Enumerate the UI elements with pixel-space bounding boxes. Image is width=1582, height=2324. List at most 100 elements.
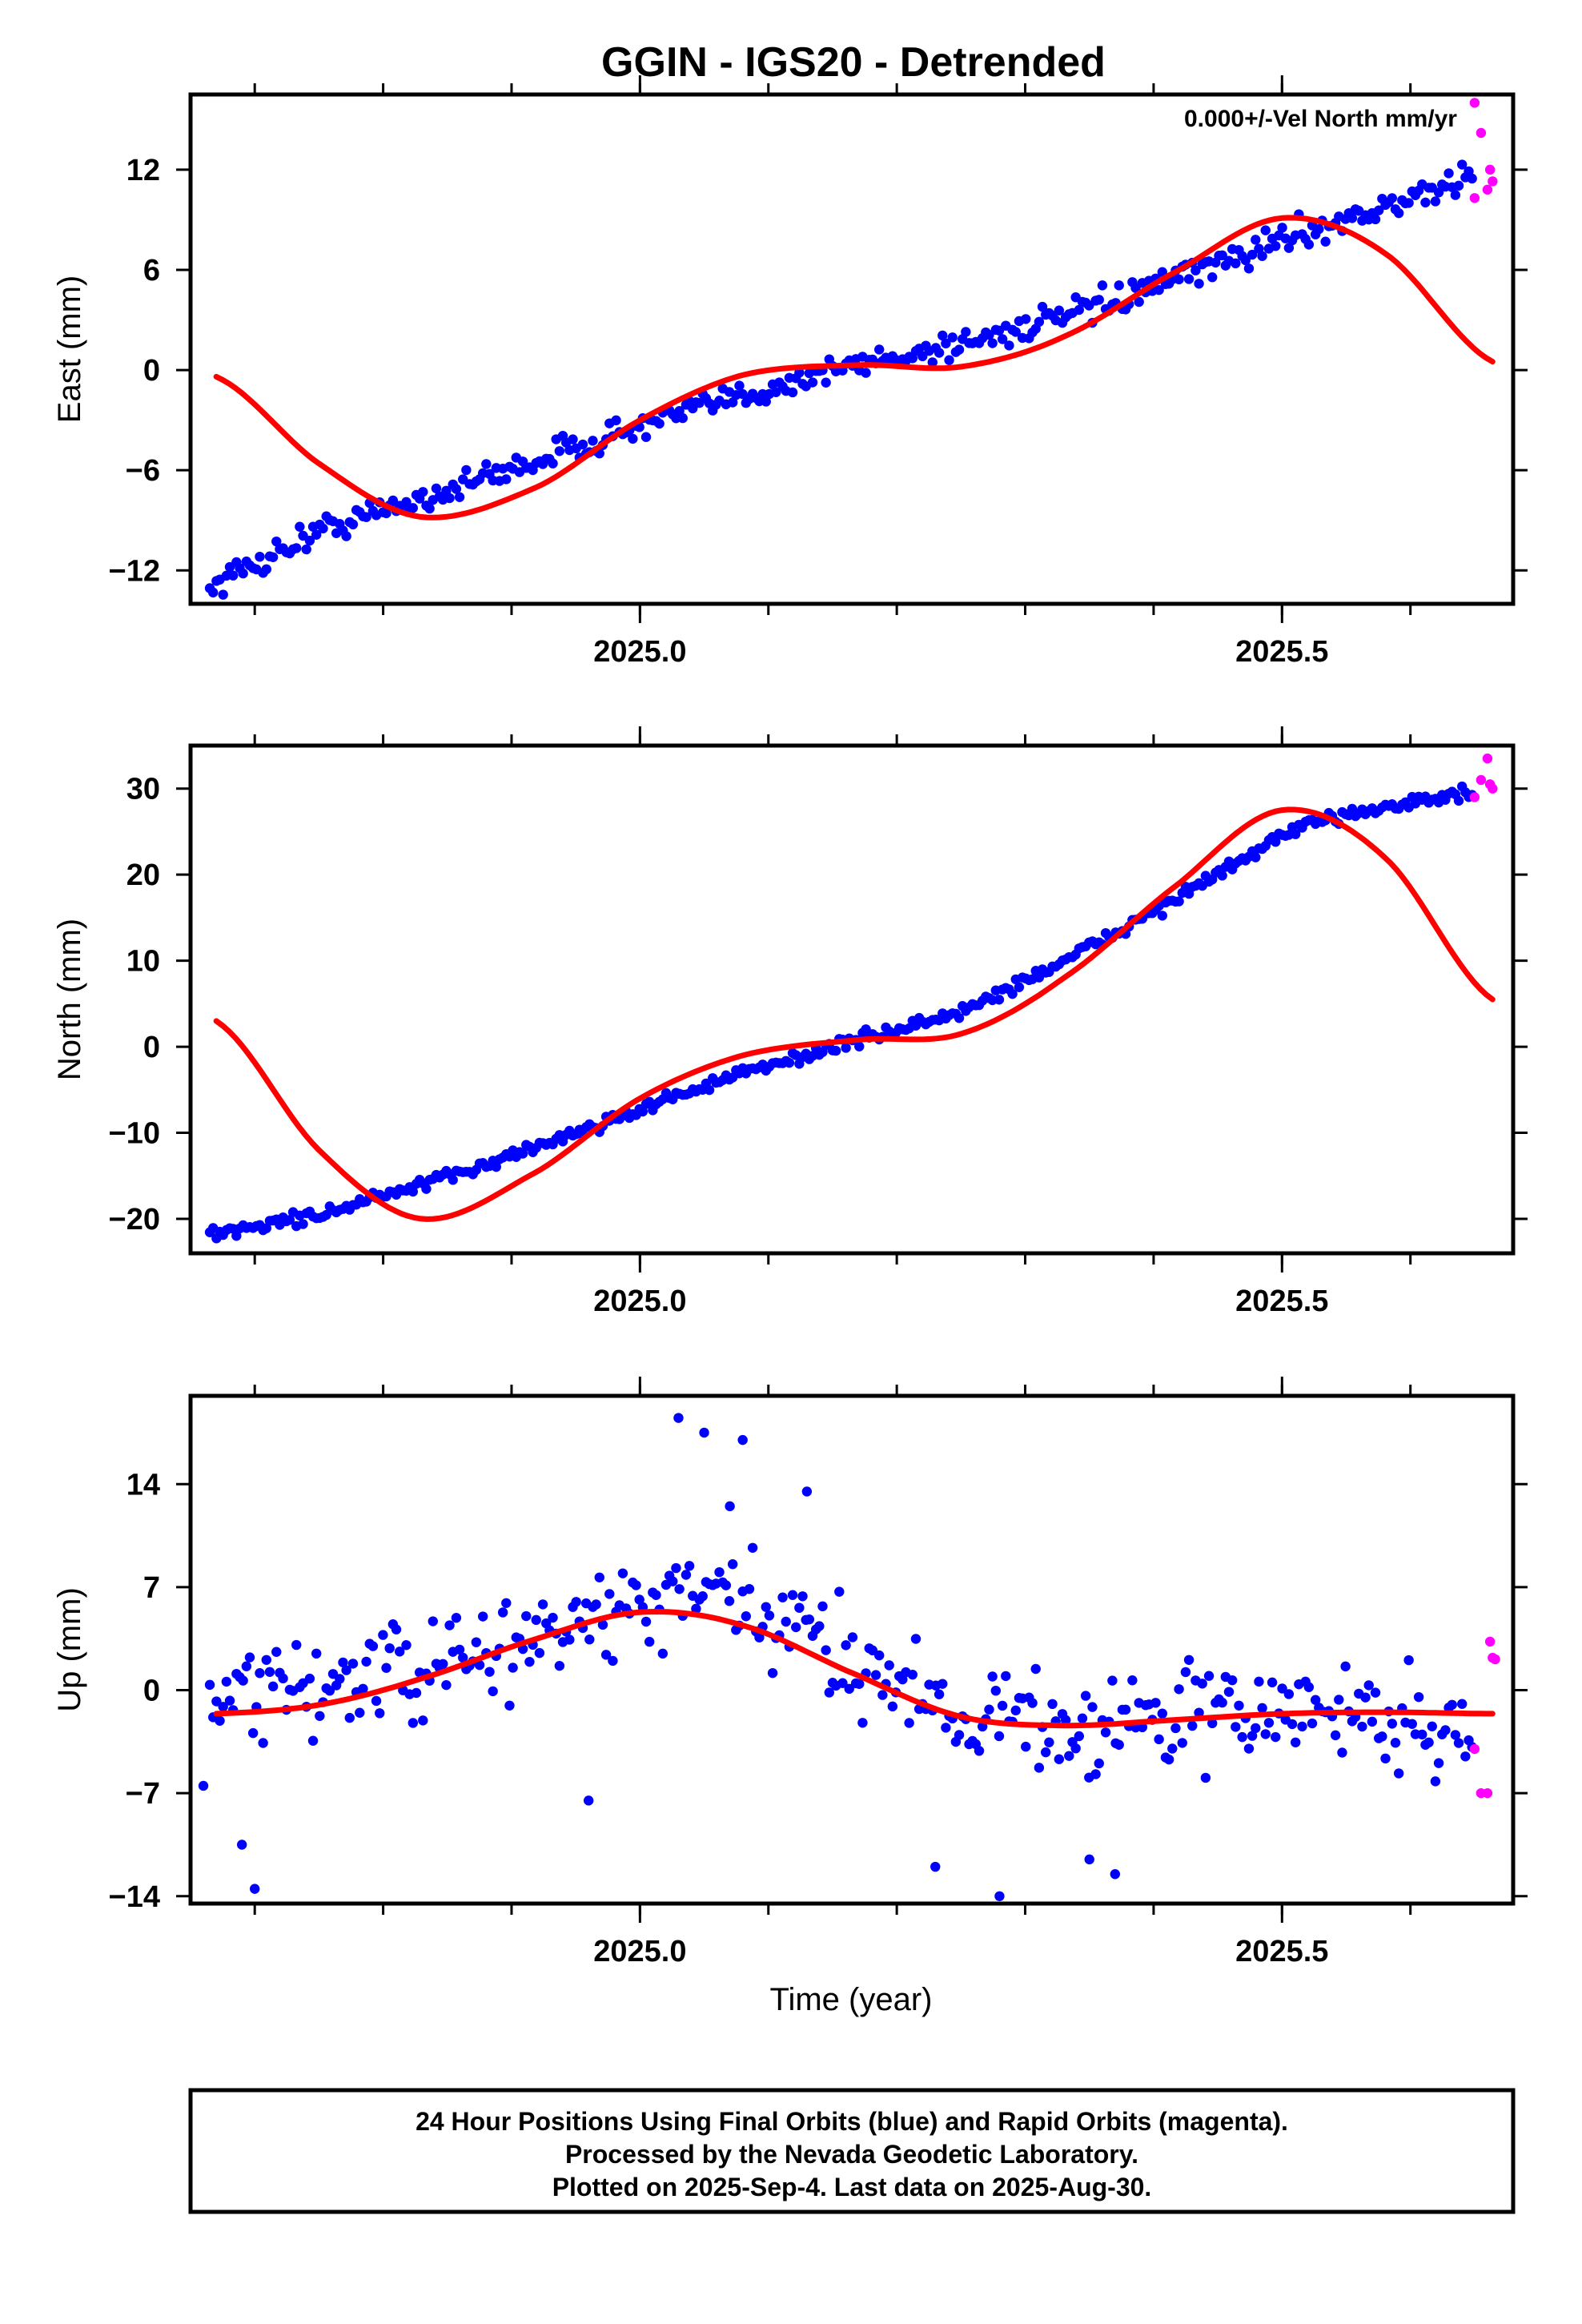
east-rapid-point — [1469, 193, 1480, 203]
up-final-point — [767, 1667, 778, 1679]
up-final-point — [1027, 1698, 1038, 1708]
up-final-point — [714, 1566, 725, 1578]
up-final-point — [1060, 1715, 1071, 1726]
up-final-point — [938, 1679, 948, 1689]
up-final-point — [1074, 1731, 1085, 1742]
up-x-tick-label: 2025.5 — [1235, 1935, 1328, 1968]
east-final-point — [1260, 225, 1271, 235]
east-final-point — [1074, 304, 1085, 316]
north-final-point — [1174, 896, 1184, 907]
up-final-point — [741, 1611, 752, 1622]
east-final-point — [1393, 207, 1404, 219]
up-final-point — [1087, 1702, 1098, 1712]
up-final-point — [834, 1586, 845, 1597]
east-final-point — [1443, 168, 1454, 179]
up-final-point — [1360, 1692, 1371, 1703]
east-final-point — [318, 523, 328, 534]
up-final-point — [1413, 1691, 1424, 1703]
up-final-point — [198, 1780, 209, 1791]
up-final-point — [501, 1598, 512, 1608]
east-final-point — [361, 512, 371, 522]
east-final-point — [255, 551, 265, 562]
up-final-point — [204, 1679, 215, 1691]
up-final-point — [974, 1746, 985, 1756]
east-plot-area — [204, 98, 1498, 600]
east-final-point — [387, 495, 399, 506]
up-final-point — [987, 1671, 998, 1682]
east-final-point — [1271, 240, 1281, 251]
up-final-point — [1044, 1737, 1054, 1747]
up-final-point — [1070, 1743, 1081, 1754]
east-final-point — [917, 351, 928, 362]
up-final-point — [910, 1634, 921, 1644]
up-final-point — [484, 1667, 495, 1677]
north-rapid-point — [1488, 783, 1498, 794]
up-model-curve — [213, 1609, 1496, 1729]
east-rapid-point — [1476, 127, 1487, 139]
east-rapid-point — [1488, 176, 1498, 187]
up-final-point — [221, 1676, 232, 1687]
east-final-point — [1114, 280, 1124, 291]
north-x-tick-label: 2025.5 — [1235, 1285, 1328, 1318]
up-final-point — [451, 1613, 462, 1623]
up-final-point — [934, 1689, 945, 1699]
east-final-point — [807, 377, 818, 388]
north-final-point — [704, 1084, 715, 1096]
velocity-note: 0.000+/-Vel North mm/yr — [1184, 106, 1457, 132]
north-final-point — [784, 1057, 795, 1068]
up-final-point — [1340, 1661, 1351, 1672]
up-final-point — [1254, 1676, 1264, 1687]
east-final-point — [1456, 159, 1468, 170]
up-final-point — [764, 1610, 775, 1621]
up-final-point — [1180, 1667, 1191, 1678]
up-final-point — [777, 1592, 788, 1602]
east-final-point — [1347, 213, 1358, 223]
east-final-point — [311, 529, 322, 540]
up-final-point — [1257, 1703, 1267, 1714]
north-final-point — [408, 1186, 419, 1197]
north-final-point — [994, 995, 1005, 1005]
up-final-point — [997, 1700, 1008, 1711]
up-final-point — [267, 1681, 279, 1692]
up-final-point — [817, 1601, 828, 1612]
up-final-point — [671, 1562, 681, 1574]
up-final-point — [1370, 1687, 1381, 1698]
east-final-point — [554, 446, 565, 456]
up-final-point — [1207, 1718, 1218, 1729]
east-rapid-point — [1482, 184, 1493, 195]
up-final-point — [1001, 1671, 1011, 1682]
up-final-point — [994, 1891, 1005, 1901]
up-final-point — [1174, 1684, 1184, 1695]
up-final-point — [604, 1589, 615, 1599]
up-final-point — [1223, 1687, 1235, 1697]
up-final-point — [1107, 1675, 1118, 1686]
east-final-point — [1283, 243, 1295, 253]
up-final-point — [699, 1427, 709, 1438]
east-final-point — [451, 484, 462, 494]
east-final-point — [568, 434, 578, 444]
up-final-point — [725, 1501, 735, 1512]
up-final-point — [1154, 1734, 1164, 1745]
up-final-point — [236, 1839, 247, 1850]
up-final-point — [324, 1685, 335, 1696]
up-final-point — [1100, 1727, 1111, 1738]
up-final-point — [378, 1630, 388, 1640]
up-final-point — [761, 1602, 771, 1612]
east-final-point — [1194, 279, 1204, 289]
up-final-point — [1251, 1723, 1261, 1734]
north-x-tick-label: 2025.0 — [593, 1285, 686, 1318]
up-final-point — [994, 1731, 1005, 1742]
up-final-point — [391, 1624, 402, 1634]
up-final-point — [608, 1655, 618, 1667]
up-final-point — [1084, 1854, 1094, 1865]
up-final-point — [877, 1690, 888, 1700]
east-panel: 2025.0 2025.5 −12 −6 0 6 12 East (mm) — [52, 75, 1528, 669]
north-y-tick-label: 0 — [143, 1031, 160, 1064]
up-final-point — [458, 1652, 468, 1663]
north-y-tick-label: −20 — [109, 1203, 160, 1236]
east-final-point — [821, 377, 831, 388]
up-final-point — [1237, 1731, 1247, 1743]
east-y-tick-label: −6 — [126, 454, 160, 488]
up-final-point — [1433, 1758, 1444, 1768]
up-final-point — [428, 1616, 438, 1626]
